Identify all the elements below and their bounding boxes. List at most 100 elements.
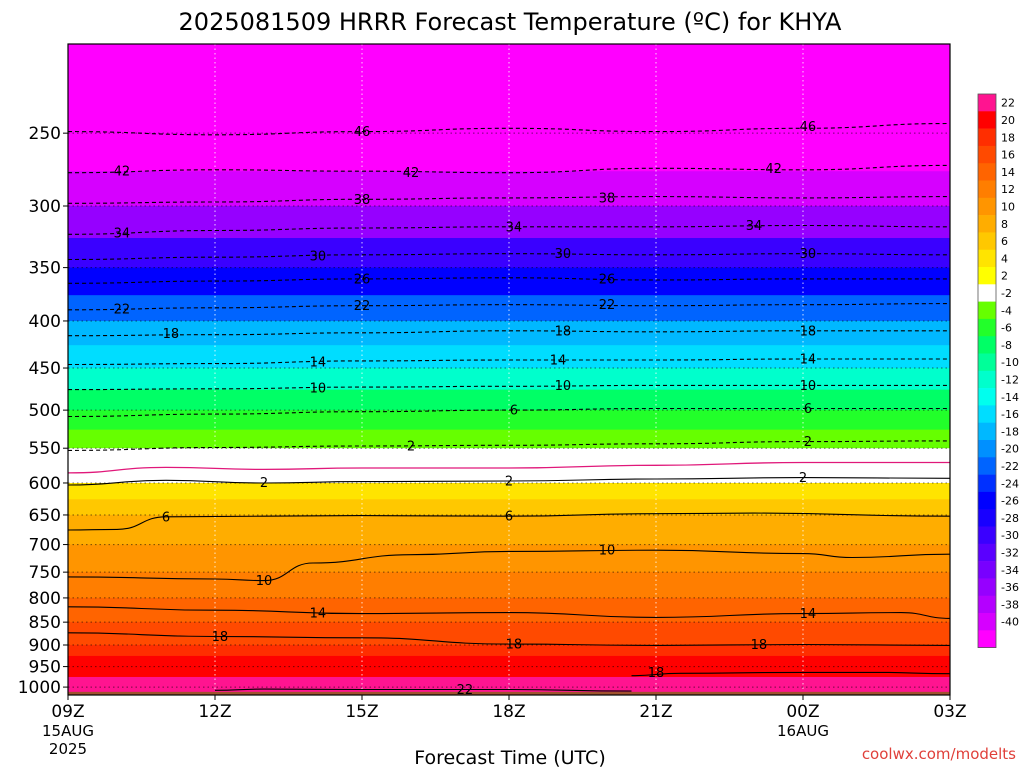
colorbar-label: 14 <box>1001 166 1015 179</box>
contour-label: 34 <box>114 227 131 242</box>
y-tick-label: 700 <box>29 536 61 556</box>
colorbar-swatch <box>978 249 996 268</box>
contour-line <box>68 407 950 418</box>
colorbar-label: -30 <box>1001 529 1019 542</box>
colorbar-label: -34 <box>1001 564 1019 577</box>
colorbar-swatch <box>978 145 996 164</box>
colorbar-label: 6 <box>1001 235 1008 248</box>
contour-line <box>214 688 632 692</box>
y-tick-label: 300 <box>29 197 61 217</box>
contour-label: 46 <box>800 120 817 135</box>
colorbar-label: -24 <box>1001 477 1019 490</box>
colorbar-label: 10 <box>1001 200 1015 213</box>
band-layer <box>68 465 950 484</box>
x-tick-date: 16AUG <box>777 722 829 740</box>
contour-label: 22 <box>354 299 371 314</box>
contour-line <box>68 477 950 486</box>
x-tick-label: 03Z <box>933 702 966 722</box>
y-tick-label: 650 <box>29 506 61 526</box>
contour-label: 18 <box>751 638 768 653</box>
x-axis-label: Forecast Time (UTC) <box>414 747 605 768</box>
contour-label: 30 <box>555 247 572 262</box>
band-layer <box>68 597 950 611</box>
contour-label: 18 <box>163 327 180 342</box>
contour-label: 26 <box>599 272 616 287</box>
plot-area <box>68 44 950 695</box>
contour-line <box>68 606 950 619</box>
x-tick-label: 15Z <box>345 702 378 722</box>
colorbar-swatch <box>978 578 996 596</box>
contour-label: 6 <box>510 404 518 419</box>
contour-label: 10 <box>555 379 572 394</box>
contour-label: 46 <box>354 125 371 140</box>
contour-label: 18 <box>648 666 665 681</box>
contour-label: 22 <box>599 298 616 313</box>
colorbar-label: -16 <box>1001 408 1019 421</box>
band-layer <box>68 368 950 391</box>
colorbar-swatch <box>978 232 996 250</box>
colorbar-label: -8 <box>1001 339 1012 352</box>
band-layer <box>68 410 950 431</box>
colorbar-label: 2 <box>1001 270 1008 283</box>
colorbar-swatch <box>978 94 996 112</box>
contour-line <box>68 632 950 646</box>
contour-lines <box>68 122 950 692</box>
colorbar-swatch <box>978 301 996 320</box>
colorbar-label: -26 <box>1001 495 1019 508</box>
band-layer <box>68 482 950 500</box>
x-tick-date: 15AUG <box>42 722 94 740</box>
colorbar-label: -14 <box>1001 391 1019 404</box>
y-tick-label: 400 <box>29 312 61 332</box>
y-tick-label: 950 <box>29 658 61 678</box>
contour-label: 42 <box>403 166 420 181</box>
colorbar-label: -2 <box>1001 287 1012 300</box>
colorbar-label: -32 <box>1001 546 1019 559</box>
contour-label: 18 <box>800 324 817 339</box>
band-layer <box>68 572 950 586</box>
band-layer <box>68 267 950 296</box>
colorbar-label: 20 <box>1001 114 1015 127</box>
x-tick-label: 18Z <box>492 702 525 722</box>
contour-label: 42 <box>114 165 131 180</box>
contour-label: 2 <box>804 435 812 450</box>
colorbar-frame <box>977 93 997 648</box>
band-layer <box>68 644 950 657</box>
contour-line <box>68 196 950 204</box>
colorbar-swatch <box>978 180 996 199</box>
y-tick-label: 500 <box>29 401 61 421</box>
colorbar-swatch <box>978 370 996 389</box>
x-tick-year: 2025 <box>49 740 87 758</box>
contour-label: 2 <box>407 440 415 455</box>
colorbar-label: -36 <box>1001 581 1019 594</box>
colorbar-swatch <box>978 284 996 302</box>
colorbar-swatch <box>978 457 996 475</box>
y-tick-label: 850 <box>29 613 61 633</box>
colorbar-label: -20 <box>1001 443 1019 456</box>
colorbar-label: 18 <box>1001 131 1015 144</box>
contour-label: 2 <box>799 471 807 486</box>
contour-line <box>68 330 950 337</box>
colorbar-swatch <box>978 388 996 406</box>
contour-line <box>68 303 950 311</box>
colorbar-swatch <box>978 561 996 579</box>
band-layer <box>68 499 950 516</box>
contour-label: 38 <box>599 191 616 206</box>
contour-label: 34 <box>506 220 523 235</box>
colorbar-swatch <box>978 440 996 458</box>
contour-label: 30 <box>310 250 327 265</box>
band-layer <box>68 345 950 369</box>
x-tick-label: 12Z <box>198 702 231 722</box>
colorbar-swatch <box>978 509 996 527</box>
colorbar-label: -22 <box>1001 460 1019 473</box>
chart-title: 2025081509 HRRR Forecast Temperature (ºC… <box>179 8 843 36</box>
ground-fill <box>68 691 950 695</box>
contour-line <box>68 358 950 366</box>
colorbar-swatch <box>978 491 996 510</box>
contour-label: 38 <box>354 193 371 208</box>
colorbar-swatch <box>978 543 996 562</box>
colorbar-label: -38 <box>1001 598 1019 611</box>
x-tick-label: 09Z <box>51 702 84 722</box>
contour-label: 6 <box>804 402 812 417</box>
